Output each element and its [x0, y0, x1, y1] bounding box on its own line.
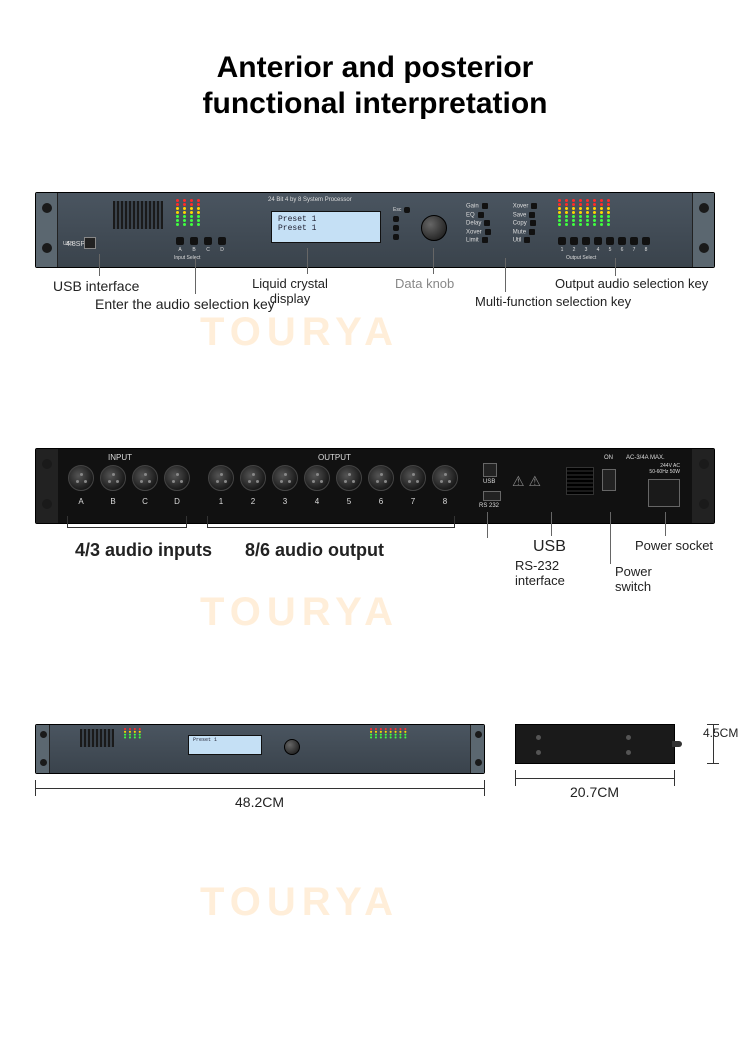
xlr-out-5[interactable]: [336, 465, 362, 491]
delay-button[interactable]: [484, 220, 490, 226]
xlr-out-4[interactable]: [304, 465, 330, 491]
rear-usb-port[interactable]: [483, 463, 497, 477]
output-select-buttons: [558, 237, 650, 245]
out-btn-4[interactable]: [594, 237, 602, 245]
output-led-bank: [558, 199, 610, 226]
xlr-out-1[interactable]: [208, 465, 234, 491]
output-section-label: Output Select: [566, 255, 596, 261]
output-title: OUTPUT: [318, 453, 351, 462]
out-btn-3[interactable]: [582, 237, 590, 245]
dim-depth: 20.7CM: [570, 784, 619, 800]
rack-ear-right: [692, 193, 714, 267]
nav-up[interactable]: [393, 216, 399, 222]
callout-multi: Multi-function selection key: [475, 294, 635, 309]
out-btn-8[interactable]: [642, 237, 650, 245]
gain-button[interactable]: [482, 203, 488, 209]
xlr-out-3[interactable]: [272, 465, 298, 491]
xover-button[interactable]: [531, 203, 537, 209]
xlr-input-a[interactable]: [68, 465, 94, 491]
out-btn-1[interactable]: [558, 237, 566, 245]
input-btn-d[interactable]: [218, 237, 226, 245]
title-line2: functional interpretation: [0, 86, 750, 122]
power-switch[interactable]: [602, 469, 616, 491]
xlr-out-2[interactable]: [240, 465, 266, 491]
output-labels: 12345678: [558, 247, 650, 253]
function-labels: Gain Xover EQ Save Delay Copy Xover Mute…: [466, 203, 537, 244]
copy-button[interactable]: [530, 220, 536, 226]
xlr-input-d[interactable]: [164, 465, 190, 491]
usb-port[interactable]: [84, 237, 96, 249]
input-led-bank: [176, 199, 200, 226]
input-title: INPUT: [108, 453, 132, 462]
callout-pwrsw: Power switch: [615, 564, 675, 594]
callout-inputs: 4/3 audio inputs: [75, 540, 212, 561]
data-knob[interactable]: [421, 215, 447, 241]
eq-button[interactable]: [478, 212, 484, 218]
xlr-input-b[interactable]: [100, 465, 126, 491]
rs232-port[interactable]: [483, 491, 501, 501]
input-section-label: Input Select: [174, 255, 200, 261]
input-labels: A B C D: [176, 247, 226, 253]
power-socket[interactable]: [648, 479, 680, 507]
callout-pwrsock: Power socket: [635, 538, 713, 553]
callout-knob: Data knob: [395, 276, 454, 291]
callout-usb-rear: USB: [533, 538, 566, 556]
title-line1: Anterior and posterior: [0, 50, 750, 86]
xover2-button[interactable]: [485, 229, 491, 235]
xlr-input-c[interactable]: [132, 465, 158, 491]
xlr-out-8[interactable]: [432, 465, 458, 491]
esc-button[interactable]: [404, 207, 410, 213]
limit-button[interactable]: [482, 237, 488, 243]
out-btn-2[interactable]: [570, 237, 578, 245]
dimensions-section: Preset 1 48.2CM: [35, 724, 715, 800]
warning-icon: ⚠ ⚠: [512, 473, 541, 490]
xlr-out-6[interactable]: [368, 465, 394, 491]
callout-rs232: RS-232 interface: [515, 558, 605, 588]
rack-ear-left: [36, 449, 58, 523]
lcd-display: Preset 1 Preset 1: [271, 211, 381, 243]
rack-ear-left: [36, 193, 58, 267]
callout-lcd: Liquid crystal display: [245, 276, 335, 306]
out-btn-7[interactable]: [630, 237, 638, 245]
rack-ear-right: [692, 449, 714, 523]
dim-width: 48.2CM: [235, 794, 284, 810]
watermark: TOURYA: [200, 880, 399, 925]
util-button[interactable]: [524, 237, 530, 243]
rear-panel: INPUT OUTPUT ABCD 12345678 USB RS 232 ⚠ …: [35, 448, 715, 524]
input-select-buttons: [176, 237, 226, 245]
callout-outputs: 8/6 audio output: [245, 540, 384, 561]
output-xlr-row: [208, 465, 458, 491]
callout-usb: USB interface: [53, 278, 139, 294]
out-btn-5[interactable]: [606, 237, 614, 245]
save-button[interactable]: [529, 212, 535, 218]
nav-enter[interactable]: [393, 234, 399, 240]
dim-height: 4.5CM: [703, 726, 743, 740]
input-btn-a[interactable]: [176, 237, 184, 245]
input-btn-c[interactable]: [204, 237, 212, 245]
vent: [113, 201, 163, 229]
side-view: [515, 724, 675, 764]
input-btn-b[interactable]: [190, 237, 198, 245]
mute-button[interactable]: [529, 229, 535, 235]
nav-buttons: Esc: [393, 207, 410, 240]
input-xlr-row: [68, 465, 190, 491]
rear-vent: [566, 467, 594, 495]
out-btn-6[interactable]: [618, 237, 626, 245]
usb-label: USB: [63, 241, 73, 247]
dim-front-rack: Preset 1: [35, 724, 485, 774]
front-panel: 4.8SP 24 Bit 4 by 8 System Processor USB…: [35, 192, 715, 268]
page-title: Anterior and posterior functional interp…: [0, 50, 750, 122]
xlr-out-7[interactable]: [400, 465, 426, 491]
processor-label: 24 Bit 4 by 8 System Processor: [268, 197, 352, 203]
callout-out-sel: Output audio selection key: [555, 276, 715, 291]
nav-down[interactable]: [393, 225, 399, 231]
